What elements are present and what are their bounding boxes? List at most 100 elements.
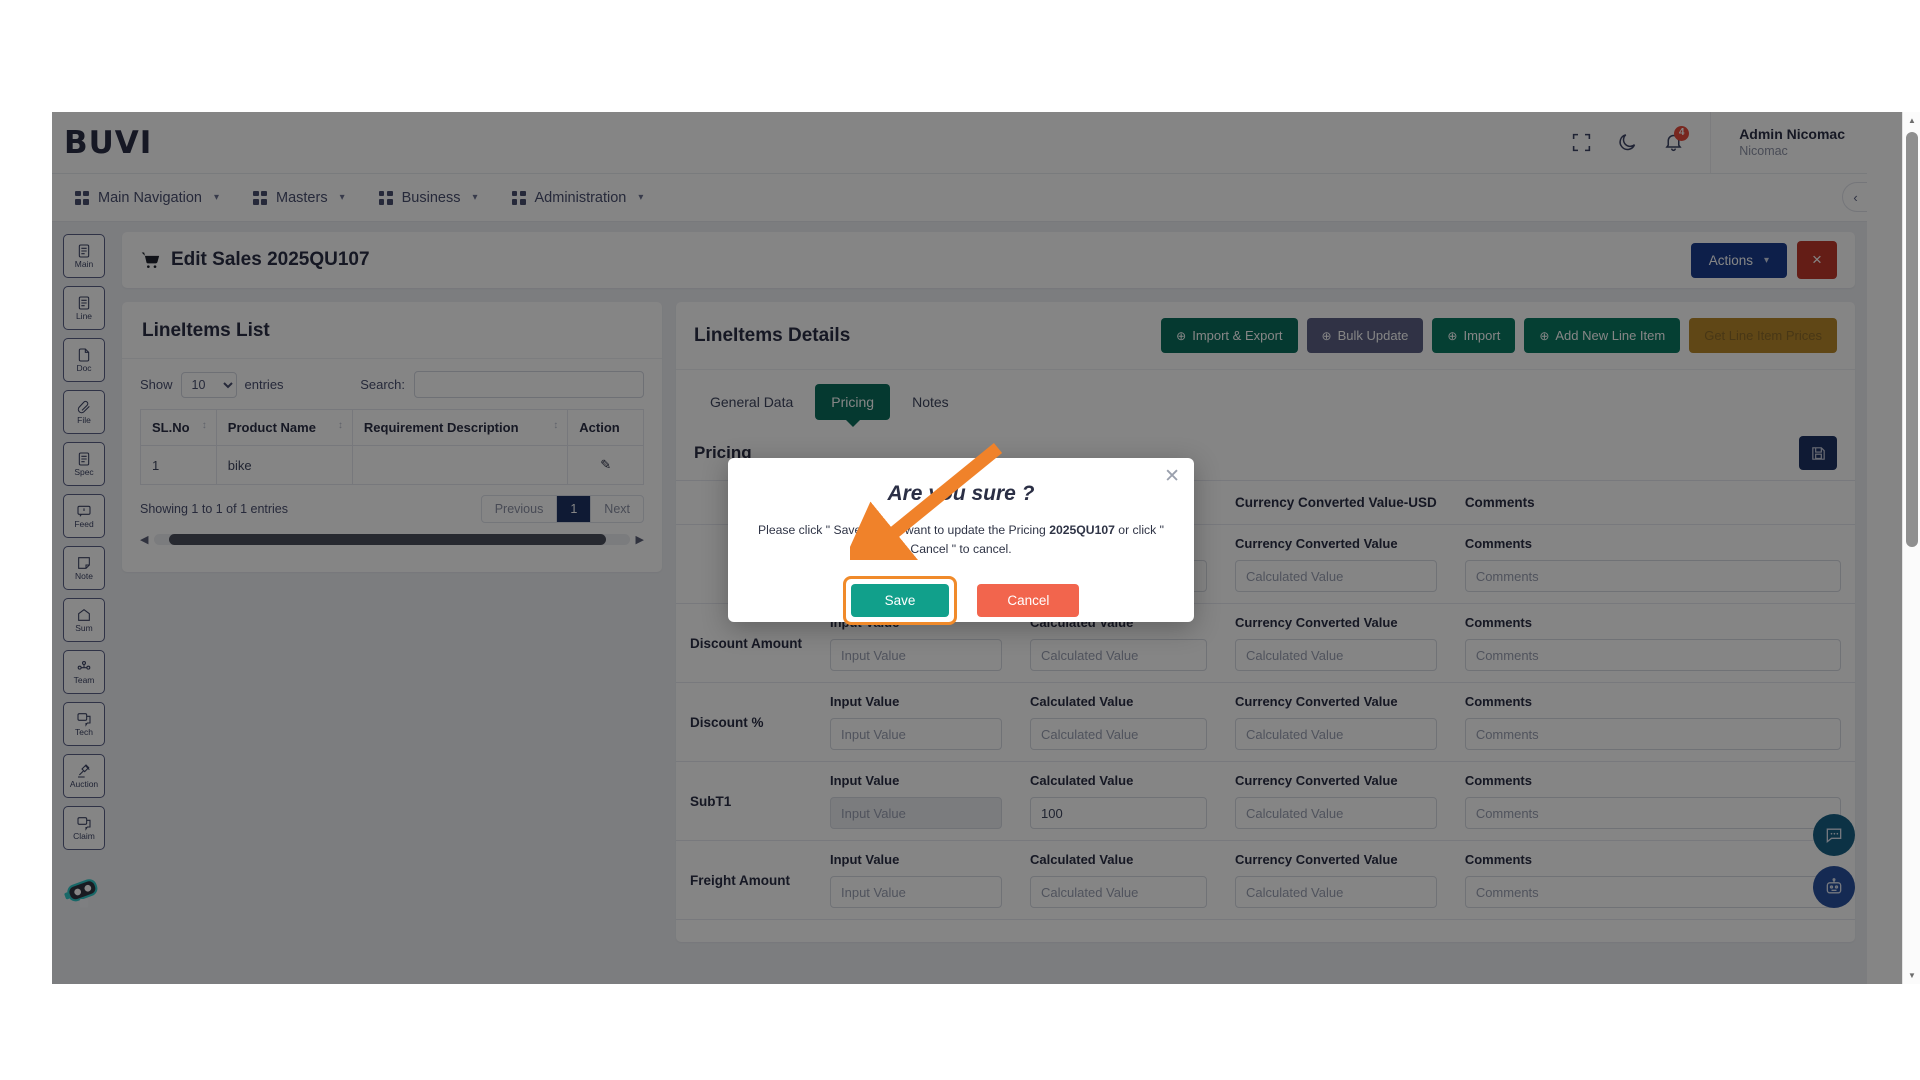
cell-action[interactable]: ✎ (567, 445, 644, 485)
rail-item-team[interactable]: Team (63, 650, 105, 694)
rail-item-doc[interactable]: Doc (63, 338, 105, 382)
column-sl-no[interactable]: SL.No ↕ (140, 409, 217, 446)
cell-product-name: bike (215, 445, 353, 485)
button-label: Add New Line Item (1555, 328, 1666, 343)
actions-button[interactable]: Actions ▾ (1690, 242, 1787, 278)
application-window: BUVI 4 Admin Nicomac Ni (52, 112, 1867, 984)
currency-converted-value-field[interactable] (1235, 876, 1437, 908)
row-label: Discount % (676, 682, 816, 762)
scroll-left-arrow-icon[interactable]: ◀ (140, 534, 149, 546)
header-actions: 4 Admin Nicomac Nicomac (1558, 112, 1867, 173)
modal-cancel-button[interactable]: Cancel (977, 583, 1080, 617)
lineitems-list-panel: LineItems List Show 10 entries (122, 302, 662, 572)
cell-label: Comments (1464, 615, 1532, 630)
get-line-item-prices-button[interactable]: Get Line Item Prices (1689, 318, 1837, 353)
document-icon (78, 452, 90, 466)
currency-converted-value-field[interactable] (1235, 560, 1437, 592)
nav-item-masters[interactable]: Masters ▾ (236, 182, 362, 214)
cell-input-value: Input Value (816, 840, 1016, 920)
scroll-thumb[interactable] (1906, 132, 1918, 547)
modal-close-icon[interactable]: ✕ (1164, 466, 1180, 487)
input-value-field[interactable] (830, 718, 1002, 750)
nav-item-administration[interactable]: Administration ▾ (495, 182, 661, 214)
rail-item-auction[interactable]: Auction (63, 754, 105, 798)
scroll-down-arrow-icon[interactable]: ▼ (1908, 971, 1916, 980)
scroll-track[interactable] (154, 534, 630, 545)
cell-requirement-description (351, 445, 569, 485)
rail-item-feed[interactable]: Feed (63, 494, 105, 538)
tab-general-data[interactable]: General Data (710, 394, 794, 410)
rail-item-line[interactable]: Line (63, 286, 105, 330)
column-requirement-description[interactable]: Requirement Description ↕ (351, 409, 569, 446)
sidebar-collapse-button[interactable]: ‹ (1842, 182, 1867, 212)
rail-item-sum[interactable]: Sum (63, 598, 105, 642)
grid-icon (253, 190, 268, 205)
add-new-line-item-button[interactable]: ⊕ Add New Line Item (1524, 318, 1681, 353)
edit-pencil-icon[interactable]: ✎ (600, 457, 612, 472)
rail-item-spec[interactable]: Spec (63, 442, 105, 486)
rail-label: Note (75, 571, 93, 582)
input-value-field[interactable] (830, 876, 1002, 908)
scroll-thumb[interactable] (168, 534, 606, 545)
pagination-previous[interactable]: Previous (482, 496, 558, 522)
nav-item-business[interactable]: Business ▾ (362, 182, 495, 214)
scroll-right-arrow-icon[interactable]: ▶ (635, 534, 644, 546)
nav-item-main-navigation[interactable]: Main Navigation ▾ (58, 182, 236, 214)
currency-converted-value-field[interactable] (1235, 639, 1437, 671)
rail-item-main[interactable]: Main (63, 234, 105, 278)
grid-icon (378, 190, 393, 205)
cell-label: Input Value (830, 694, 900, 709)
search-input[interactable] (414, 371, 644, 398)
notifications-icon[interactable]: 4 (1650, 112, 1696, 174)
modal-save-button[interactable]: Save (850, 583, 950, 617)
comments-field[interactable] (1464, 718, 1841, 750)
dark-mode-icon[interactable] (1604, 112, 1650, 174)
horizontal-scroll[interactable]: ◀ ▶ (140, 533, 644, 546)
cell-label: Currency Converted Value (1235, 536, 1398, 551)
rail-item-note[interactable]: Note (63, 546, 105, 590)
scroll-up-arrow-icon[interactable]: ▲ (1908, 116, 1916, 125)
import-export-button[interactable]: ⊕ Import & Export (1161, 318, 1298, 353)
currency-converted-value-field[interactable] (1235, 797, 1437, 829)
comments-field[interactable] (1464, 797, 1841, 829)
comments-field[interactable] (1464, 639, 1841, 671)
rail-item-claim[interactable]: Claim (63, 806, 105, 850)
fullscreen-icon[interactable] (1558, 112, 1604, 174)
lineitems-table: SL.No ↕ Product Name ↕ Requirement Descrip… (140, 409, 644, 485)
calculated-value-field[interactable] (1030, 718, 1207, 750)
calculated-value-field[interactable] (1030, 639, 1207, 671)
input-value-field[interactable] (830, 639, 1002, 671)
cell-label: Calculated Value (1030, 852, 1134, 867)
chat-fab[interactable] (1813, 814, 1855, 856)
calculated-value-field[interactable] (1030, 797, 1207, 829)
calculated-value-field[interactable] (1030, 876, 1207, 908)
pagination-next[interactable]: Next (604, 502, 630, 516)
cell-currency-converted-value: Currency Converted Value (1221, 840, 1451, 920)
close-button[interactable]: × (1797, 241, 1837, 279)
currency-converted-value-field[interactable] (1235, 718, 1437, 750)
input-value-field[interactable] (830, 797, 1002, 829)
column-product-name[interactable]: Product Name ↕ (215, 409, 353, 446)
pagination-page-1[interactable]: 1 (557, 496, 592, 522)
lineitems-details-panel: LineItems Details ⊕ Import & Export ⊕ Bu… (676, 302, 1855, 942)
document-icon (78, 244, 90, 258)
entries-select[interactable]: 10 (180, 371, 237, 398)
rail-item-file[interactable]: File (63, 390, 105, 434)
comments-field[interactable] (1464, 560, 1841, 592)
assistant-bot-avatar[interactable] (62, 874, 106, 914)
cell-label: Calculated Value (1030, 694, 1134, 709)
user-profile[interactable]: Admin Nicomac Nicomac (1710, 112, 1867, 173)
tab-pricing[interactable]: Pricing (815, 384, 891, 420)
save-pricing-button[interactable] (1799, 436, 1837, 470)
icon-rail: Main Line Doc File Spec Feed (52, 222, 116, 984)
tab-notes[interactable]: Notes (912, 394, 949, 410)
search-label: Search: (360, 377, 405, 392)
cell-calculated-value: Calculated Value (1016, 761, 1221, 841)
lineitems-details-header: LineItems Details ⊕ Import & Export ⊕ Bu… (676, 302, 1855, 370)
page-vertical-scrollbar[interactable]: ▲ ▼ (1902, 112, 1920, 984)
bulk-update-button[interactable]: ⊕ Bulk Update (1306, 318, 1424, 353)
rail-item-tech[interactable]: Tech (63, 702, 105, 746)
import-button[interactable]: ⊕ Import (1432, 318, 1516, 353)
comments-field[interactable] (1464, 876, 1841, 908)
bot-fab[interactable] (1813, 866, 1855, 908)
